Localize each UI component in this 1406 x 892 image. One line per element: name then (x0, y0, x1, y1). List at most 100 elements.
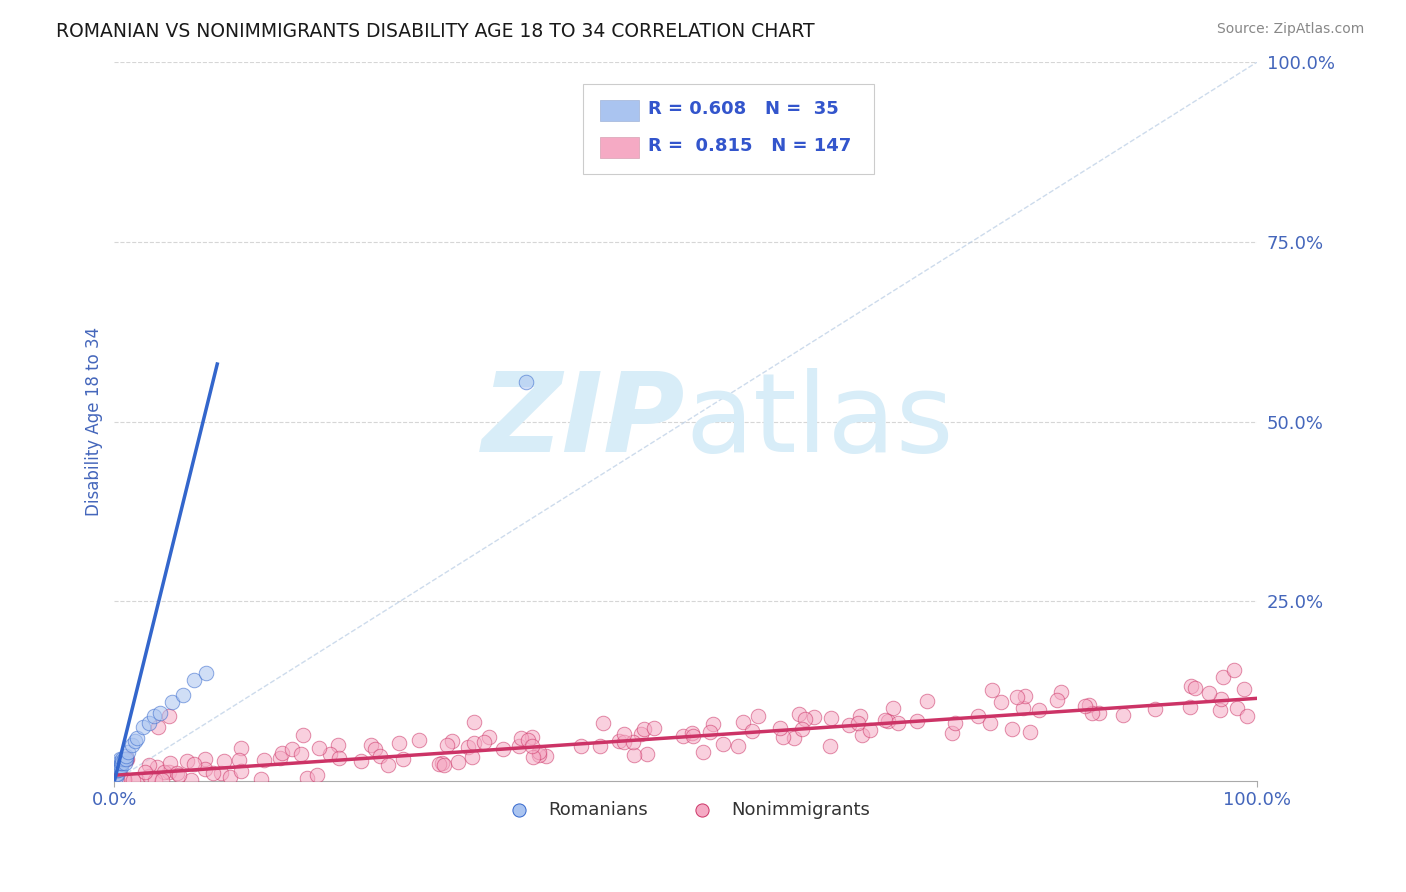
Point (630, 727, 652, 741)
Point (229, 764, 252, 778)
Point (782, 731, 804, 746)
Point (108, 756, 131, 770)
Point (787, 707, 810, 722)
Point (457, 739, 479, 754)
Point (440, 734, 463, 748)
Point (114, 756, 136, 770)
Point (613, 735, 636, 749)
Point (1223, 663, 1246, 677)
Point (803, 709, 825, 723)
Point (167, 768, 190, 782)
Point (692, 745, 714, 759)
Point (569, 739, 592, 754)
Point (138, 716, 160, 731)
Point (877, 714, 900, 728)
Point (308, 740, 330, 755)
Point (838, 718, 860, 732)
Point (104, 771, 127, 785)
Point (1184, 681, 1206, 695)
Point (209, 766, 232, 780)
Point (905, 714, 928, 728)
Point (212, 754, 235, 768)
Point (107, 756, 129, 770)
Point (1073, 698, 1095, 713)
Point (731, 715, 754, 730)
Point (520, 739, 543, 754)
Point (1046, 693, 1069, 707)
Point (166, 765, 188, 780)
Point (702, 716, 724, 731)
Point (107, 763, 129, 777)
Point (105, 763, 128, 777)
Point (159, 756, 181, 771)
FancyBboxPatch shape (600, 137, 638, 159)
Point (508, 739, 530, 754)
Point (146, 720, 169, 734)
Point (433, 758, 456, 772)
Point (408, 733, 430, 747)
Point (522, 750, 544, 764)
Point (491, 742, 513, 756)
Point (350, 754, 373, 768)
Point (269, 751, 291, 765)
Point (153, 764, 176, 779)
Point (143, 773, 166, 788)
Point (768, 721, 790, 735)
Point (280, 742, 302, 756)
Point (183, 757, 205, 772)
Point (111, 752, 134, 766)
Point (149, 706, 172, 720)
Point (592, 716, 614, 731)
Point (672, 729, 695, 743)
Point (110, 756, 132, 770)
FancyBboxPatch shape (600, 100, 638, 121)
Point (176, 754, 198, 768)
Point (105, 759, 128, 773)
Point (143, 709, 166, 723)
Point (253, 752, 276, 766)
Point (202, 765, 225, 780)
Point (1014, 689, 1036, 703)
Point (1078, 698, 1101, 712)
Point (1019, 724, 1042, 739)
Point (127, 731, 149, 745)
Point (1212, 670, 1234, 684)
Point (108, 752, 131, 766)
Point (915, 694, 938, 708)
Point (112, 772, 135, 786)
Point (794, 712, 817, 726)
Point (108, 759, 131, 773)
Point (291, 728, 314, 742)
Point (134, 765, 156, 780)
Point (873, 713, 896, 727)
Point (436, 738, 458, 752)
Point (307, 767, 329, 781)
Point (1211, 692, 1233, 706)
Point (527, 745, 550, 759)
Point (1144, 701, 1167, 715)
Point (943, 716, 966, 731)
Point (1233, 681, 1256, 696)
Point (727, 739, 749, 753)
Point (180, 772, 202, 787)
Point (114, 752, 136, 766)
Point (1081, 706, 1104, 720)
Point (121, 738, 143, 752)
Point (967, 709, 990, 723)
Point (820, 739, 842, 754)
Point (124, 734, 146, 748)
Point (228, 753, 250, 767)
Point (613, 727, 636, 741)
Point (157, 764, 180, 779)
Point (231, 741, 253, 756)
Point (194, 762, 217, 776)
Text: ZIP: ZIP (482, 368, 686, 475)
Point (108, 759, 131, 773)
Point (105, 766, 128, 780)
Point (270, 746, 292, 760)
Point (125, 773, 148, 788)
Point (392, 752, 415, 766)
Point (711, 737, 734, 751)
Point (447, 756, 470, 770)
Point (463, 714, 485, 729)
